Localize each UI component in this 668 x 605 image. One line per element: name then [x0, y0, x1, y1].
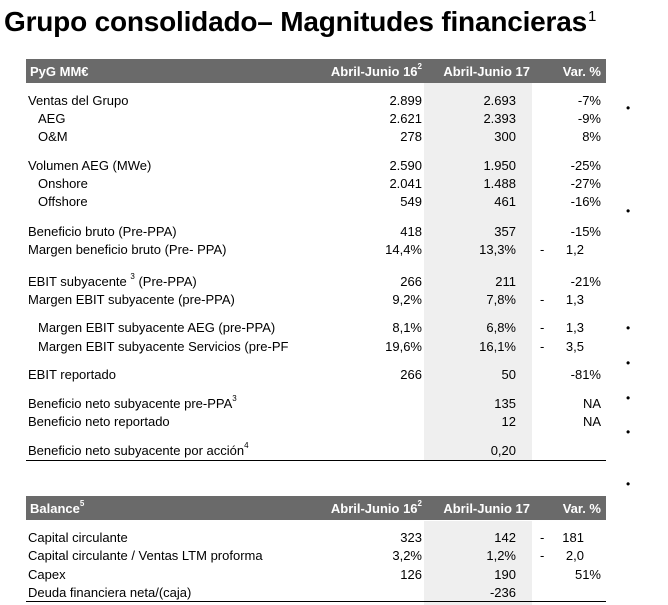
pyg-header-col2: Abril-Junio 17: [443, 64, 530, 79]
column-shade-balance: [424, 521, 532, 605]
pyg-header-col1: Abril-Junio 162: [330, 62, 422, 79]
balance-header-col1: Abril-Junio 162: [330, 499, 422, 516]
bullet-mark: •: [626, 391, 631, 405]
table-row: AEG 2.621 2.393 -9%: [38, 111, 601, 126]
table-row: EBIT reportado 266 50 -81%: [28, 367, 601, 382]
table-row: Margen EBIT subyacente (pre-PPA) 9,2% 7,8%…: [28, 292, 584, 307]
table-row: Deuda financiera neta/(caja) -236: [26, 584, 606, 602]
bullet-mark: •: [626, 204, 631, 218]
bullet-mark: •: [626, 477, 631, 491]
table-row: Offshore 549 461 -16%: [38, 194, 601, 209]
pyg-header-col3: Var. %: [562, 64, 601, 79]
bullet-mark: •: [626, 101, 631, 115]
table-row: Volumen AEG (MWe) 2.590 1.950 -25%: [28, 158, 601, 173]
table-row: Margen beneficio bruto (Pre- PPA) 14,4% 13…: [28, 242, 584, 257]
table-row: Ventas del Grupo 2.899 2.693 -7%: [28, 93, 601, 108]
table-row: Capex 126 190 51%: [28, 567, 601, 582]
balance-header-col3: Var. %: [562, 501, 601, 516]
table-row: EBIT subyacente 3 (Pre-PPA) 266 211 -21%: [28, 272, 601, 289]
table-row: Beneficio neto reportado 12 NA: [28, 414, 601, 429]
balance-header-label: Balance5: [30, 499, 85, 516]
table-row: Capital circulante 323 142-181: [28, 530, 584, 545]
table-row: Beneficio neto subyacente pre-PPA3 135 NA: [28, 394, 601, 411]
table-row: Onshore 2.041 1.488 -27%: [38, 176, 601, 191]
column-shade-pyg: [424, 83, 532, 461]
balance-header-col2: Abril-Junio 17: [443, 501, 530, 516]
table-row: O&M 278 300 8%: [38, 129, 601, 144]
bullet-mark: •: [626, 425, 631, 439]
table-row: Margen EBIT subyacente Servicios (pre-PF…: [38, 339, 584, 354]
table-row: Beneficio neto subyacente por acción4 0,2…: [26, 441, 606, 461]
pyg-header: PyG MM€ Abril-Junio 162 Abril-Junio 17 V…: [26, 59, 606, 83]
page-title: Grupo consolidado– Magnitudes financiera…: [4, 6, 597, 37]
table-row: Beneficio bruto (Pre-PPA) 418 357 -15%: [28, 224, 601, 239]
table-row: Margen EBIT subyacente AEG (pre-PPA) 8,1%…: [38, 320, 584, 335]
balance-header: Balance5 Abril-Junio 162 Abril-Junio 17 …: [26, 496, 606, 520]
bullet-mark: •: [626, 321, 631, 335]
pyg-header-label: PyG MM€: [30, 64, 89, 79]
table-row: Capital circulante / Ventas LTM proforma…: [28, 548, 584, 563]
bullet-mark: •: [626, 356, 631, 370]
